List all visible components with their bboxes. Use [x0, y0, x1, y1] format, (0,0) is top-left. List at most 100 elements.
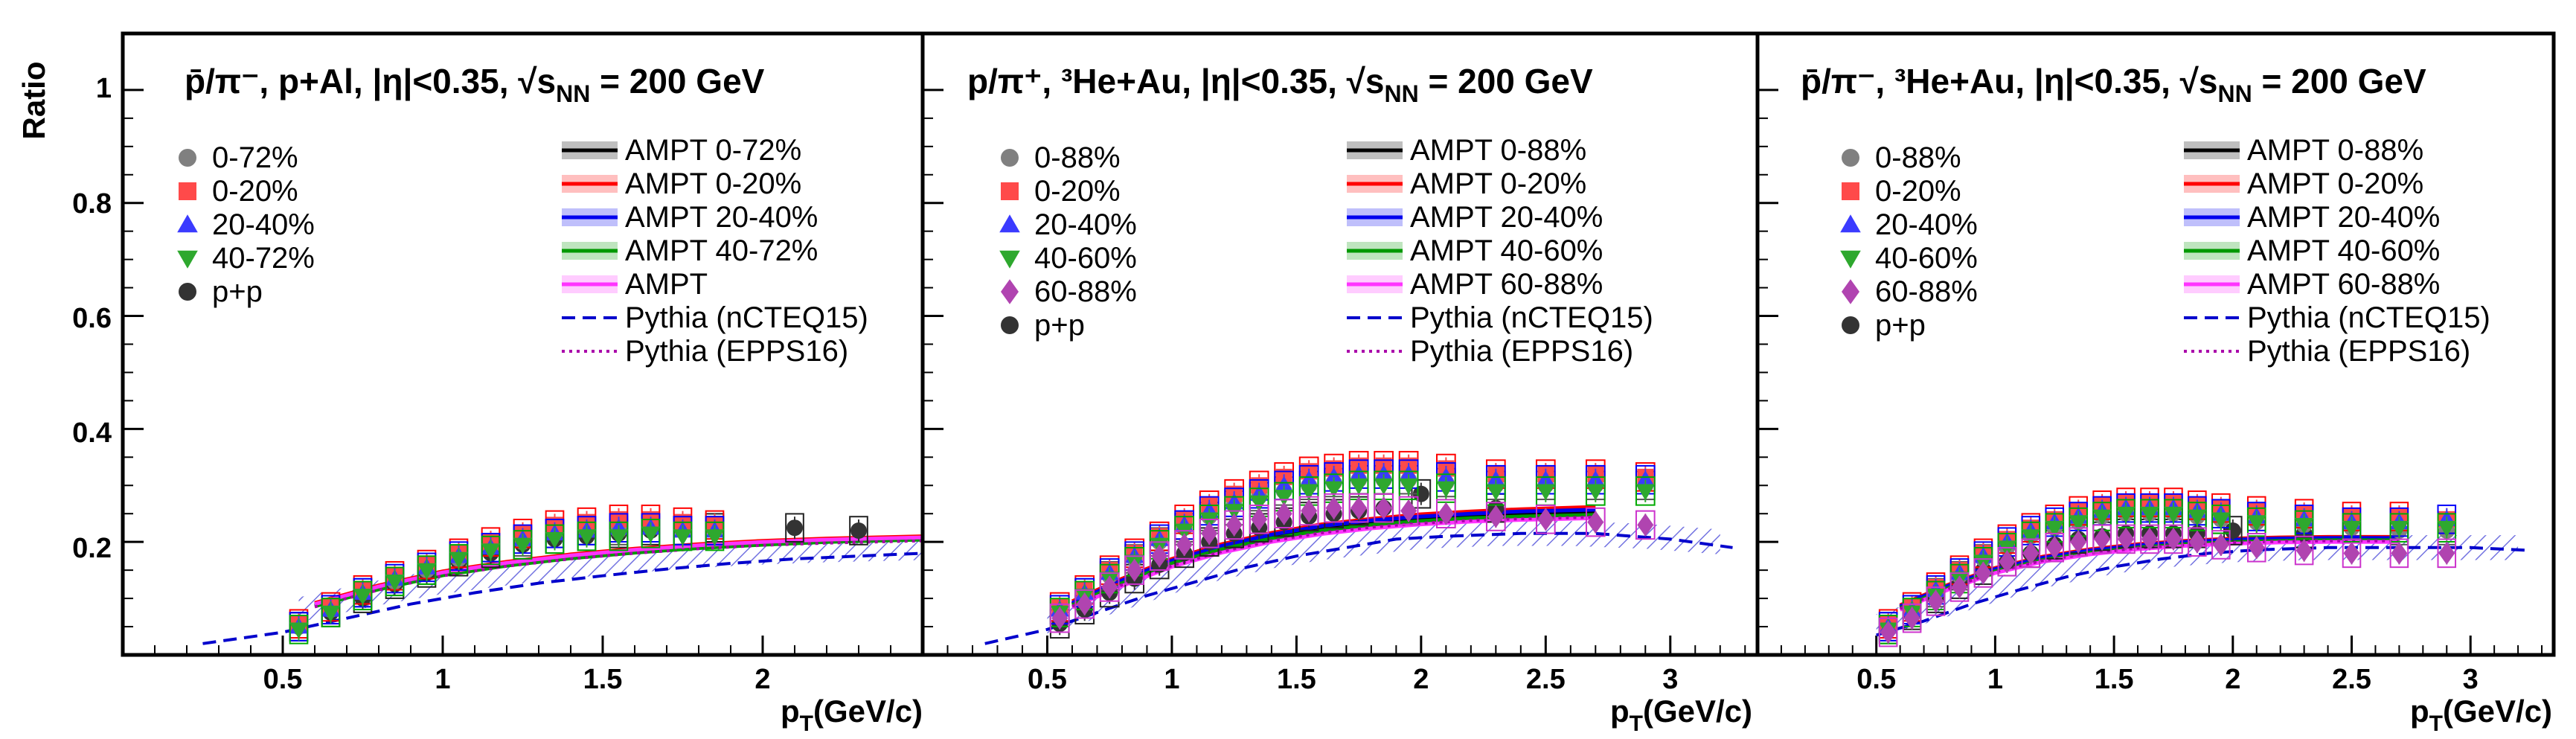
x-tick-label: 1.5	[2095, 664, 2134, 695]
data-point	[1251, 508, 1268, 531]
sys-box	[2246, 532, 2266, 563]
data-point	[1225, 504, 1244, 521]
legend-marker	[177, 250, 198, 269]
title-sqrts-sub: NN	[2217, 80, 2252, 107]
sys-box	[1585, 476, 1606, 506]
data-point	[2164, 506, 2183, 523]
legend-label: Pythia (EPPS16)	[1410, 335, 1633, 368]
legend-label: AMPT 40-60%	[1410, 234, 1603, 267]
panel-pbar-pi-pAl: 0.5 1 1.5 2 p̄/π⁻, p+Al, |η|<0.35, √sNN = 2…	[121, 31, 925, 736]
data-point	[1486, 470, 1505, 487]
title-particles: p̄/π⁻	[185, 62, 259, 100]
data-point	[2140, 506, 2159, 523]
data-point	[1274, 476, 1294, 493]
x-tick-label: 1	[435, 664, 450, 695]
sys-box	[2437, 538, 2457, 569]
data-point	[2141, 527, 2159, 551]
sys-box	[849, 516, 868, 546]
legend-label: Pythia (EPPS16)	[2247, 335, 2470, 368]
sys-box	[2342, 538, 2362, 569]
legend-marker	[1001, 182, 1019, 200]
x-tick-label: 1	[1164, 664, 1179, 695]
sys-box	[1973, 558, 1993, 588]
title-system: ³He+Au	[1061, 62, 1182, 100]
sys-box	[513, 530, 533, 560]
panel-title: p̄/π⁻, ³He+Au, |η|<0.35, √sNN = 200 GeV	[1801, 62, 2426, 107]
data-point	[353, 588, 373, 605]
x-tick-label: 1.5	[583, 664, 623, 695]
data-point	[1101, 575, 1118, 599]
legend-label: AMPT 20-40%	[2247, 201, 2440, 234]
legend-marker	[177, 214, 198, 233]
data-point	[2188, 530, 2205, 554]
sys-box	[2389, 538, 2409, 569]
data-point	[1586, 484, 1605, 501]
data-point	[786, 519, 803, 537]
legend-label: Pythia (nCTEQ15)	[625, 301, 868, 334]
sys-box	[2069, 527, 2088, 557]
sys-box	[2294, 535, 2314, 566]
data-point	[1375, 496, 1392, 520]
data-point	[2118, 527, 2135, 551]
sys-box	[577, 521, 597, 551]
data-point	[1412, 485, 1429, 502]
legend-marker	[1001, 316, 1019, 334]
sys-box	[353, 580, 373, 611]
sys-box	[1348, 493, 1369, 523]
sys-box	[705, 521, 725, 551]
sys-box	[289, 615, 309, 644]
data-point	[2070, 530, 2087, 554]
y-axis-label: Ratio	[16, 62, 51, 140]
sys-box	[1635, 510, 1656, 540]
sys-box	[1585, 507, 1606, 537]
title-eta: |η|<0.35	[2034, 62, 2161, 100]
sys-box	[1902, 603, 1922, 633]
data-point	[2391, 541, 2408, 565]
legend-label: AMPT 60-88%	[2247, 268, 2440, 301]
legend-label: Pythia (EPPS16)	[625, 335, 848, 368]
legend-label: 0-88%	[1034, 141, 1121, 174]
data-point	[1275, 502, 1292, 525]
data-point	[1274, 490, 1294, 507]
title-eta: |η|<0.35	[1201, 62, 1327, 100]
legend-marker	[1842, 182, 1859, 200]
data-point	[1201, 522, 1218, 546]
sys-box	[641, 519, 661, 548]
data-point	[2092, 509, 2112, 526]
x-tick-label: 3	[2463, 664, 2479, 695]
sys-box	[321, 598, 341, 627]
legend-label: 40-60%	[1875, 242, 1978, 275]
legend-label: AMPT 40-72%	[625, 234, 818, 267]
x-axis-label: pT(GeV/c)	[1610, 694, 1752, 736]
data-point	[2046, 536, 2063, 560]
data-point	[321, 605, 341, 622]
data-point	[2294, 518, 2314, 535]
legend-label: AMPT 20-40%	[1410, 201, 1603, 234]
title-system: p+Al	[278, 62, 353, 100]
x-tick-label: 1.5	[1277, 664, 1316, 695]
panel-legend: 0-88%0-20%20-40%40-60%60-88%p+p AMPT 0-88…	[1840, 134, 2490, 368]
data-point	[1903, 607, 1920, 630]
sys-box	[1324, 493, 1344, 523]
data-point	[1536, 484, 1555, 501]
panel-pbar-pi-HeAu: 0.5 1 1.5 2 2.5 3 p̄/π⁻, ³He+Au, |η|<0.35, √s…	[1755, 31, 2556, 736]
sys-box	[609, 521, 629, 551]
legend-label: AMPT 20-40%	[625, 201, 818, 234]
sys-box	[2140, 524, 2159, 554]
data-point	[1635, 484, 1655, 501]
sys-box	[1099, 572, 1120, 602]
legend-marker	[999, 250, 1020, 269]
data-point	[1175, 523, 1194, 540]
data-point	[1400, 499, 1417, 522]
data-point	[705, 529, 725, 546]
legend-label: AMPT 0-88%	[1410, 134, 1586, 167]
title-sqrts-sub: NN	[1384, 80, 1418, 107]
sys-box	[385, 566, 405, 597]
x-tick-label: 2.5	[1526, 664, 1566, 695]
data-point	[2069, 515, 2088, 532]
legend-label: p+p	[212, 275, 263, 308]
data-point	[1487, 505, 1505, 528]
legend-label: p+p	[1034, 309, 1085, 342]
title-sqrts-radical: √	[518, 62, 537, 100]
